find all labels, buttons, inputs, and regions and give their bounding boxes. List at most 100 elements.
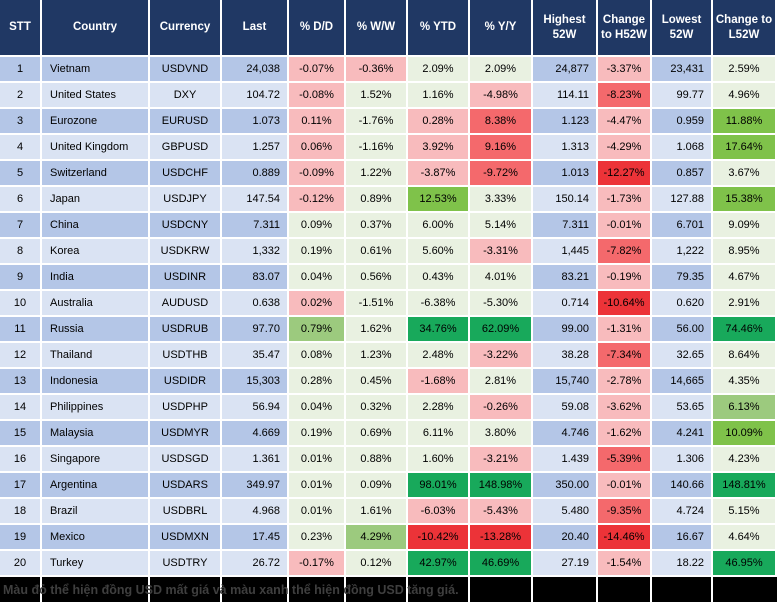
cell-country: Russia: [42, 317, 150, 343]
cell-low: 1.306: [652, 447, 713, 473]
cell-yy: 3.80%: [470, 421, 533, 447]
cell-ytd: 42.97%: [408, 551, 470, 577]
cell-high: 99.00: [533, 317, 598, 343]
footer-cell: [150, 577, 222, 602]
cell-stt: 19: [0, 525, 42, 551]
cell-ww: 0.61%: [346, 239, 408, 265]
column-header-ww: % W/W: [346, 0, 408, 57]
cell-stt: 1: [0, 57, 42, 83]
cell-dd: 0.09%: [289, 213, 346, 239]
cell-country: Vietnam: [42, 57, 150, 83]
column-header-chLow: Change to L52W: [713, 0, 777, 57]
cell-currency: USDTHB: [150, 343, 222, 369]
cell-chHigh: -5.39%: [598, 447, 652, 473]
cell-currency: USDMXN: [150, 525, 222, 551]
cell-chLow: 2.91%: [713, 291, 777, 317]
cell-low: 1.068: [652, 135, 713, 161]
table-row: 20 Turkey USDTRY 26.72 -0.17% 0.12% 42.97% 46.6…: [0, 551, 777, 577]
cell-chHigh: -14.46%: [598, 525, 652, 551]
cell-ww: 0.56%: [346, 265, 408, 291]
table-row: 15 Malaysia USDMYR 4.669 0.19% 0.69% 6.11% 3.80…: [0, 421, 777, 447]
table-row: 6 Japan USDJPY 147.54 -0.12% 0.89% 12.53% 3.33%…: [0, 187, 777, 213]
cell-dd: -0.12%: [289, 187, 346, 213]
cell-ytd: 3.92%: [408, 135, 470, 161]
cell-ww: 0.45%: [346, 369, 408, 395]
cell-country: Indonesia: [42, 369, 150, 395]
cell-ww: 1.52%: [346, 83, 408, 109]
cell-last: 1.361: [222, 447, 289, 473]
cell-low: 32.65: [652, 343, 713, 369]
cell-country: Australia: [42, 291, 150, 317]
cell-low: 0.857: [652, 161, 713, 187]
cell-dd: 0.06%: [289, 135, 346, 161]
cell-chLow: 4.67%: [713, 265, 777, 291]
cell-chLow: 9.09%: [713, 213, 777, 239]
cell-chHigh: -0.01%: [598, 473, 652, 499]
cell-chLow: 4.64%: [713, 525, 777, 551]
cell-yy: 5.14%: [470, 213, 533, 239]
cell-chHigh: -12.27%: [598, 161, 652, 187]
cell-high: 0.714: [533, 291, 598, 317]
cell-country: Switzerland: [42, 161, 150, 187]
footer-cell: [289, 577, 346, 602]
cell-chLow: 2.59%: [713, 57, 777, 83]
cell-low: 127.88: [652, 187, 713, 213]
column-header-currency: Currency: [150, 0, 222, 57]
cell-chHigh: -10.64%: [598, 291, 652, 317]
cell-yy: -9.72%: [470, 161, 533, 187]
cell-high: 27.19: [533, 551, 598, 577]
cell-high: 24,877: [533, 57, 598, 83]
cell-low: 56.00: [652, 317, 713, 343]
cell-chLow: 10.09%: [713, 421, 777, 447]
cell-dd: 0.04%: [289, 395, 346, 421]
cell-high: 350.00: [533, 473, 598, 499]
cell-yy: -5.43%: [470, 499, 533, 525]
cell-chHigh: -0.19%: [598, 265, 652, 291]
cell-currency: USDCHF: [150, 161, 222, 187]
cell-currency: USDCNY: [150, 213, 222, 239]
cell-last: 0.638: [222, 291, 289, 317]
table-row: 11 Russia USDRUB 97.70 0.79% 1.62% 34.76% 62.09…: [0, 317, 777, 343]
cell-low: 0.620: [652, 291, 713, 317]
cell-ww: -1.51%: [346, 291, 408, 317]
cell-yy: -5.30%: [470, 291, 533, 317]
cell-ww: 0.88%: [346, 447, 408, 473]
cell-low: 1,222: [652, 239, 713, 265]
cell-chLow: 74.46%: [713, 317, 777, 343]
cell-dd: 0.01%: [289, 473, 346, 499]
cell-last: 104.72: [222, 83, 289, 109]
cell-ytd: 2.09%: [408, 57, 470, 83]
cell-stt: 10: [0, 291, 42, 317]
cell-ww: 1.23%: [346, 343, 408, 369]
cell-currency: USDKRW: [150, 239, 222, 265]
cell-yy: 2.09%: [470, 57, 533, 83]
column-header-dd: % D/D: [289, 0, 346, 57]
table-row: 1 Vietnam USDVND 24,038 -0.07% -0.36% 2.09% 2.0…: [0, 57, 777, 83]
cell-last: 1,332: [222, 239, 289, 265]
cell-yy: -3.22%: [470, 343, 533, 369]
table-row: 13 Indonesia USDIDR 15,303 0.28% 0.45% -1.68% 2…: [0, 369, 777, 395]
cell-currency: USDINR: [150, 265, 222, 291]
cell-stt: 14: [0, 395, 42, 421]
cell-country: Argentina: [42, 473, 150, 499]
cell-yy: -4.98%: [470, 83, 533, 109]
cell-low: 4.724: [652, 499, 713, 525]
table-row: 4 United Kingdom GBPUSD 1.257 0.06% -1.16% 3.9…: [0, 135, 777, 161]
cell-ww: -1.76%: [346, 109, 408, 135]
cell-chHigh: -1.62%: [598, 421, 652, 447]
cell-chHigh: -1.54%: [598, 551, 652, 577]
cell-high: 15,740: [533, 369, 598, 395]
cell-stt: 4: [0, 135, 42, 161]
cell-last: 7.311: [222, 213, 289, 239]
cell-ww: 0.32%: [346, 395, 408, 421]
cell-chHigh: -8.23%: [598, 83, 652, 109]
cell-yy: 4.01%: [470, 265, 533, 291]
cell-currency: USDJPY: [150, 187, 222, 213]
cell-ww: 0.69%: [346, 421, 408, 447]
cell-chLow: 8.64%: [713, 343, 777, 369]
footer-cell: [713, 577, 777, 602]
cell-country: Philippines: [42, 395, 150, 421]
cell-dd: 0.23%: [289, 525, 346, 551]
cell-country: Brazil: [42, 499, 150, 525]
cell-currency: USDMYR: [150, 421, 222, 447]
